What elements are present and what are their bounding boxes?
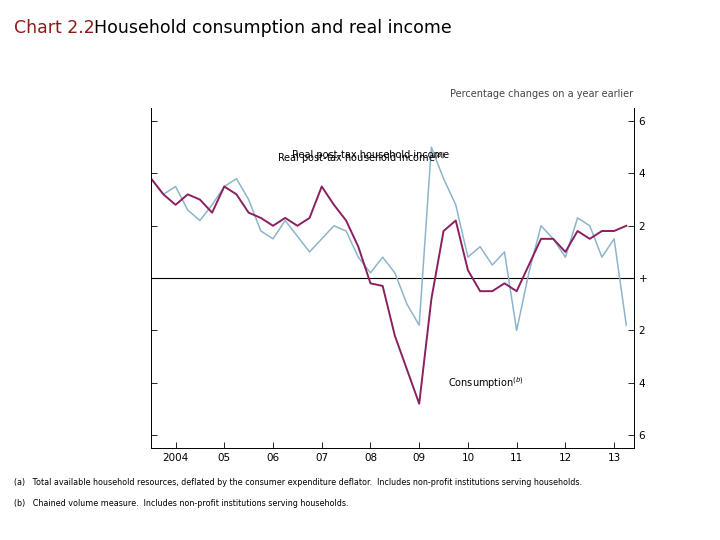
Text: Chart 2.2: Chart 2.2	[14, 19, 95, 37]
Text: Percentage changes on a year earlier: Percentage changes on a year earlier	[451, 90, 634, 99]
Text: (b)   Chained volume measure.  Includes non-profit institutions serving househol: (b) Chained volume measure. Includes non…	[14, 500, 349, 509]
Text: (a)   Total available household resources, deflated by the consumer expenditure : (a) Total available household resources,…	[14, 478, 582, 487]
Text: Household consumption and real income: Household consumption and real income	[83, 19, 451, 37]
Text: Consumption$^{(b)}$: Consumption$^{(b)}$	[449, 375, 524, 391]
Text: Real post-tax household income$^{(a)}$: Real post-tax household income$^{(a)}$	[276, 150, 445, 166]
Text: Real post-tax household income: Real post-tax household income	[292, 150, 449, 160]
